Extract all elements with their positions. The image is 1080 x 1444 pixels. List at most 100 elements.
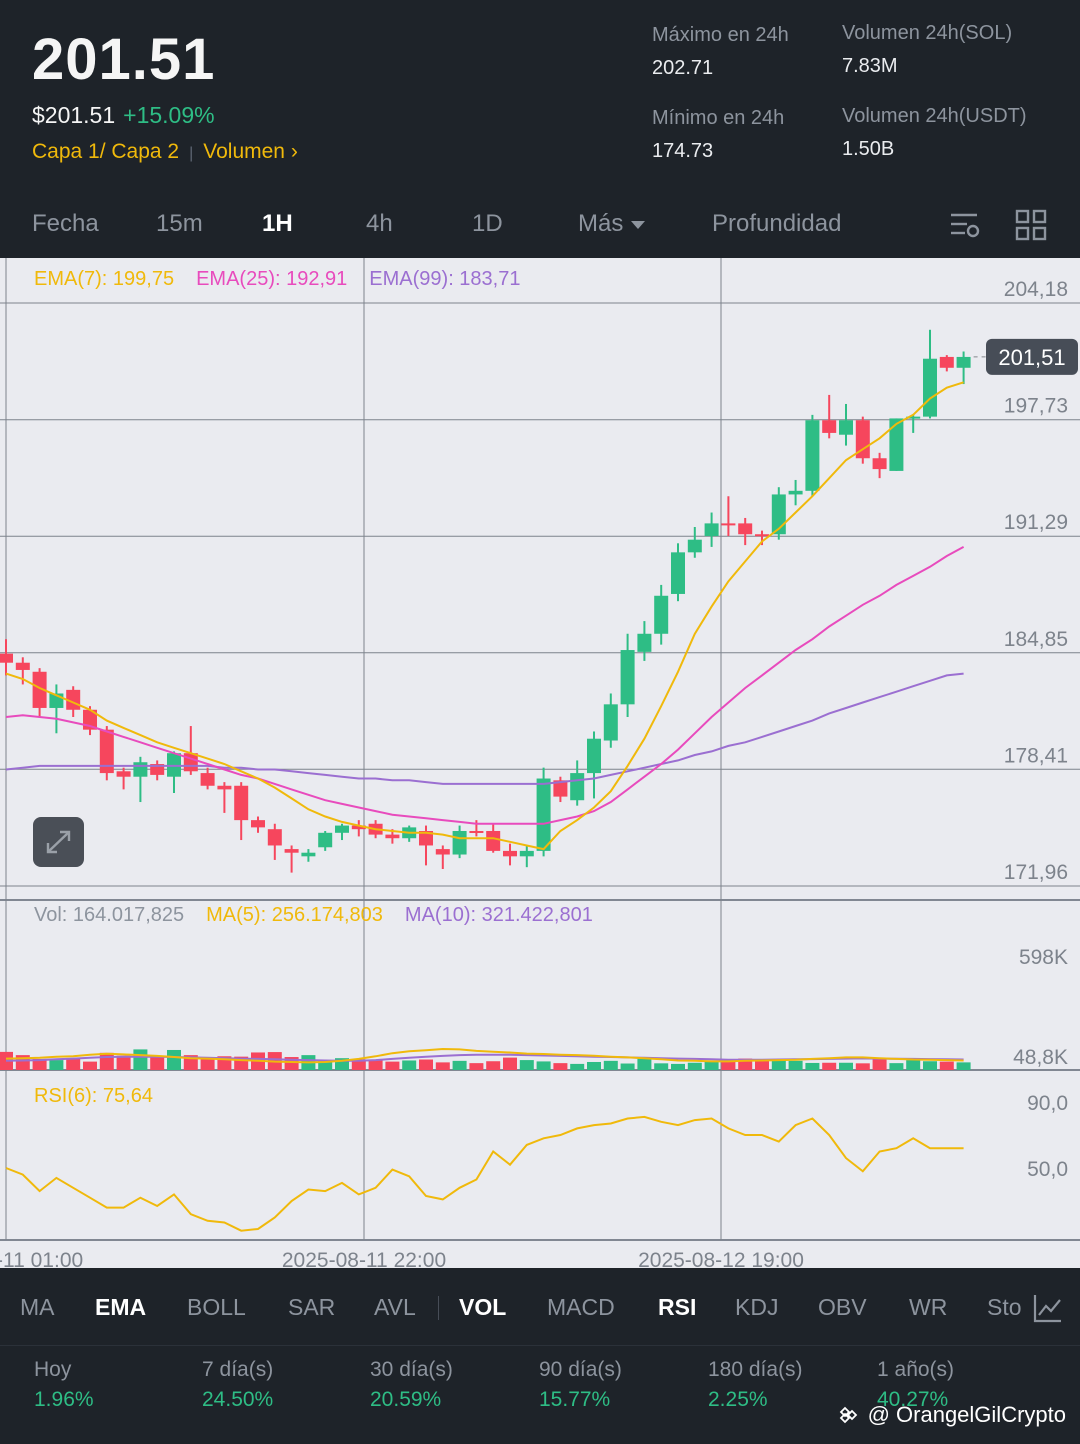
ind-sar[interactable]: SAR [288,1294,336,1320]
tab-depth[interactable]: Profundidad [712,210,842,237]
chart-settings-icon[interactable] [948,208,982,247]
candle-body [839,420,853,435]
ind-kdj[interactable]: KDJ [735,1294,779,1320]
volume-bar [805,1062,820,1070]
volume-bar [906,1060,921,1070]
ind-ema[interactable]: EMA [95,1294,147,1320]
candle-body [939,356,954,368]
candle-body [351,825,366,830]
volume-bar [721,1059,736,1070]
ind-sto[interactable]: Sto [987,1294,1021,1320]
volume-bar [32,1058,47,1070]
volume-bar [452,1060,467,1070]
timeframe-bar: Fecha 15m 1H 4h 1D Más Profundidad [0,196,1080,258]
stat-low: Mínimo en 24h 174.73 [652,107,784,163]
volume-bar [872,1059,887,1070]
watermark-text: @ OrangelGilCrypto [867,1402,1066,1427]
ind-boll[interactable]: BOLL [187,1294,246,1320]
volume-bar [923,1061,937,1070]
candle-body [687,539,702,553]
tab-4h[interactable]: 4h [366,210,393,237]
volume-bar [704,1061,719,1070]
volume-bar [167,1049,181,1070]
stat-high: Máximo en 24h 202.71 [652,24,789,80]
ind-rsi[interactable]: RSI [658,1294,697,1320]
price-tick-label: 191,29 [1004,511,1068,534]
tag-layer[interactable]: Capa 1/ Capa 2 [32,140,180,163]
tab-1d[interactable]: 1D [472,210,503,237]
tag-volume[interactable]: Volumen › [203,140,298,163]
volume-ma5-line [5,1047,964,1064]
legend-vol: Vol: 164.017,825 [34,904,185,926]
volume-bar [687,1062,702,1070]
candle-body [217,785,232,790]
layout-grid-icon[interactable] [1014,208,1048,247]
volume-bar [469,1063,484,1070]
legend-rsi: RSI(6): 75,64 [34,1085,153,1107]
candle-body [99,729,114,774]
indicator-settings-icon[interactable] [1032,1292,1064,1329]
ind-obv[interactable]: OBV [818,1294,867,1320]
candle-body [788,490,803,495]
volume-bar [855,1063,870,1070]
perf-90d-label: 90 día(s) [539,1358,622,1381]
ind-vol[interactable]: VOL [459,1294,507,1320]
tab-15m[interactable]: 15m [156,210,203,237]
tab-more[interactable]: Más [578,210,646,238]
candle-body [318,832,333,848]
ticker-header: 201.51 $201.51 +15.09% Capa 1/ Capa 2 | Vol… [0,0,1080,190]
perf-30d-label: 30 día(s) [370,1358,453,1381]
rsi-legend: RSI(6): 75,64 [34,1085,175,1108]
perf-90d[interactable]: 90 día(s) 15.77% [539,1358,622,1412]
volume-bar [788,1060,803,1070]
candle-body [32,671,47,708]
candle-body [855,420,870,459]
legend-ema7: EMA(7): 199,75 [34,268,175,290]
chart-area[interactable]: 204,18 197,73 191,29 184,85 178,41 171,96 598K… [0,258,1080,1268]
candle-body [385,834,400,839]
price-chart[interactable]: 204,18 197,73 191,29 184,85 178,41 171,96 598K… [0,258,1080,1268]
stat-high-label: Máximo en 24h [652,24,789,46]
perf-today[interactable]: Hoy 1.96% [34,1358,94,1412]
price-tick-label: 178,41 [1004,744,1068,767]
perf-7d[interactable]: 7 día(s) 24.50% [202,1358,273,1412]
ind-avl[interactable]: AVL [374,1294,416,1320]
perf-180d[interactable]: 180 día(s) 2.25% [708,1358,803,1412]
ind-wr[interactable]: WR [909,1294,948,1320]
tab-fecha[interactable]: Fecha [32,210,99,237]
last-price-tag [986,338,1078,375]
candle-body [603,704,618,741]
ind-ma[interactable]: MA [20,1294,55,1320]
perf-1y-label: 1 año(s) [877,1358,955,1381]
volume-bar [637,1058,652,1070]
perf-30d[interactable]: 30 día(s) 20.59% [370,1358,453,1412]
tab-1h[interactable]: 1H [262,210,293,237]
perf-1y[interactable]: 1 año(s) 40.27% [877,1358,954,1412]
ind-macd[interactable]: MACD [547,1294,615,1320]
tag-divider: | [189,145,194,162]
candle-body [536,778,551,851]
volume-bar [822,1062,837,1070]
rsi-tick-label: 50,0 [1027,1158,1068,1181]
volume-legend: Vol: 164.017,825 MA(5): 256.174,803 MA(10)… [34,904,615,927]
expand-chart-button[interactable] [33,817,84,867]
stat-low-value: 174.73 [652,140,714,162]
perf-30d-value: 20.59% [370,1388,442,1411]
perf-90d-value: 15.77% [539,1388,611,1411]
candle-body [301,852,316,857]
price-tick-label: 204,18 [1004,278,1068,301]
candle-body [872,458,887,470]
price-tick-label: 171,96 [1004,861,1068,884]
candle-body [15,662,30,670]
candle-body [486,830,501,851]
volume-bar [654,1063,669,1070]
volume-bar [771,1060,786,1070]
candle-body [738,523,753,535]
ema25-line [5,546,965,825]
price-usd: $201.51 [32,102,116,128]
stat-low-label: Mínimo en 24h [652,107,785,129]
candle-body [435,849,450,855]
candle-body [267,829,282,846]
volume-bar [435,1062,450,1070]
candle-body [620,650,635,705]
